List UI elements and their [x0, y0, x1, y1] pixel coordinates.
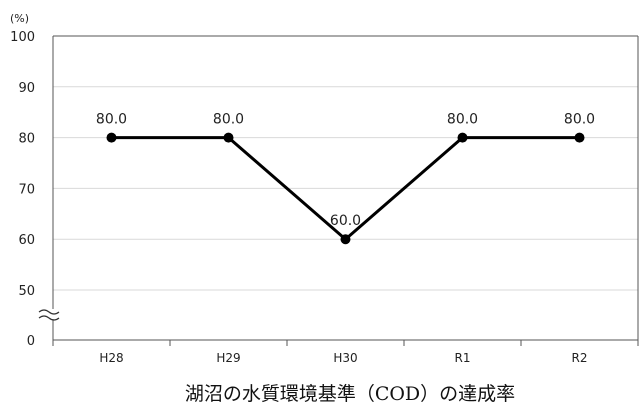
axis-break-symbol: [38, 315, 60, 321]
data-label-H29: 80.0: [213, 112, 244, 128]
x-tick-label: R1: [455, 351, 471, 365]
data-labels: 80.0 80.0 60.0 80.0 80.0: [96, 112, 595, 230]
data-label-R2: 80.0: [564, 112, 595, 128]
data-points: [106, 132, 585, 245]
y-unit-label: (%): [10, 12, 29, 25]
data-point-H30: [340, 234, 351, 245]
y-tick-label: 60: [18, 233, 35, 248]
y-tick-label: 90: [18, 81, 35, 96]
x-tick-labels: H28 H29 H30 R1 R2: [99, 351, 587, 365]
y-tick-label: 80: [18, 132, 35, 147]
y-tick-label: 70: [18, 182, 35, 197]
y-tick-label: 100: [10, 30, 35, 45]
data-label-H28: 80.0: [96, 112, 127, 128]
y-tick-label: 50: [18, 284, 35, 299]
y-tick-label: 0: [27, 334, 35, 349]
gridlines: [53, 35, 638, 291]
data-point-H29: [223, 132, 234, 143]
x-tick-label: H30: [333, 351, 357, 365]
data-point-R2: [574, 132, 585, 143]
data-label-H30: 60.0: [330, 213, 361, 229]
chart-title: 湖沼の水質環境基準（COD）の達成率: [185, 383, 515, 405]
axes: [38, 35, 639, 346]
axis-break-cover: [39, 309, 59, 319]
y-tick-labels: 0 50 60 70 80 90 100: [10, 30, 35, 349]
x-tick-label: H29: [216, 351, 240, 365]
x-tick-label: H28: [99, 351, 123, 365]
data-point-H28: [106, 132, 117, 143]
axis-break-symbol: [38, 309, 60, 315]
x-tick-label: R2: [572, 351, 588, 365]
data-label-R1: 80.0: [447, 112, 478, 128]
data-point-R1: [457, 132, 468, 143]
